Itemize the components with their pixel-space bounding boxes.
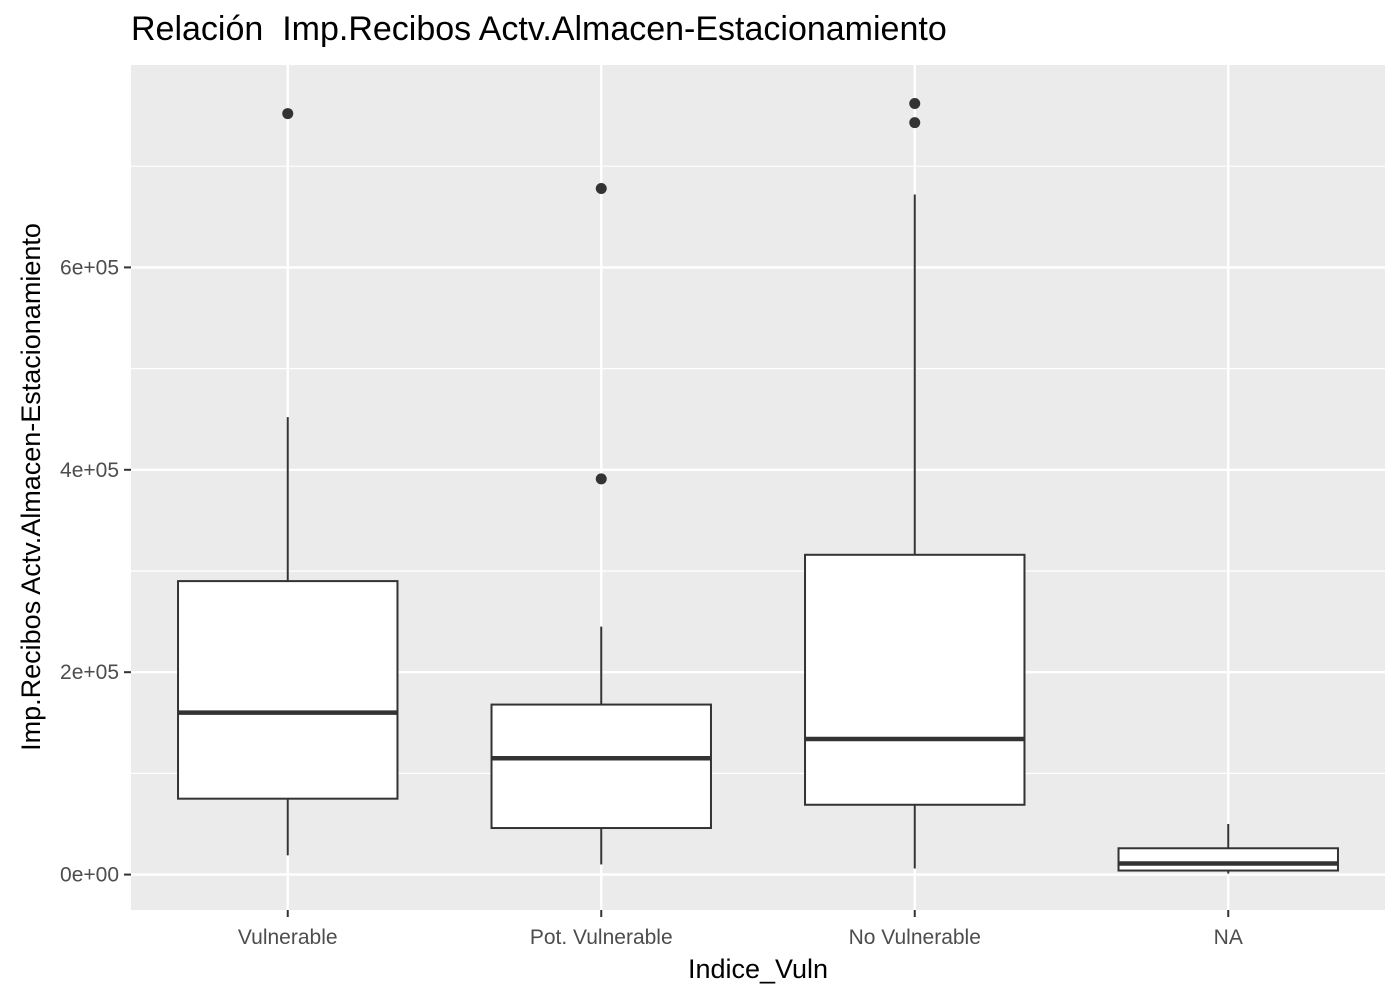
boxes <box>177 97 1339 874</box>
iqr-box <box>177 580 399 800</box>
box-group <box>177 108 399 856</box>
y-tick-label: 2e+05 <box>60 661 119 684</box>
box-group <box>804 97 1026 869</box>
x-tick-label: Pot. Vulnerable <box>530 926 673 949</box>
outlier-point <box>282 108 294 120</box>
x-tick-label: Vulnerable <box>238 926 338 949</box>
iqr-box <box>804 553 1026 806</box>
x-tick-label: NA <box>1214 926 1243 949</box>
box-group <box>1117 823 1339 874</box>
y-axis: 0e+00 2e+05 4e+05 6e+05 <box>60 256 131 887</box>
y-tick-label: 0e+00 <box>60 864 119 887</box>
outlier-point <box>595 182 607 194</box>
x-axis-title: Indice_Vuln <box>688 954 828 984</box>
outlier-point <box>909 117 921 129</box>
x-tick-label: No Vulnerable <box>849 926 981 949</box>
box-group <box>490 182 712 865</box>
outlier-point <box>909 97 921 109</box>
iqr-box <box>490 703 712 830</box>
y-axis-title: Imp.Recibos Actv.Almacen-Estacionamiento <box>16 223 46 751</box>
outlier-point <box>595 473 607 485</box>
iqr-box <box>1117 847 1339 872</box>
x-axis: Vulnerable Pot. Vulnerable No Vulnerable NA <box>238 910 1243 949</box>
y-tick-label: 6e+05 <box>60 256 119 279</box>
y-tick-label: 4e+05 <box>60 459 119 482</box>
chart-title: Relación Imp.Recibos Actv.Almacen-Estaci… <box>131 10 947 48</box>
